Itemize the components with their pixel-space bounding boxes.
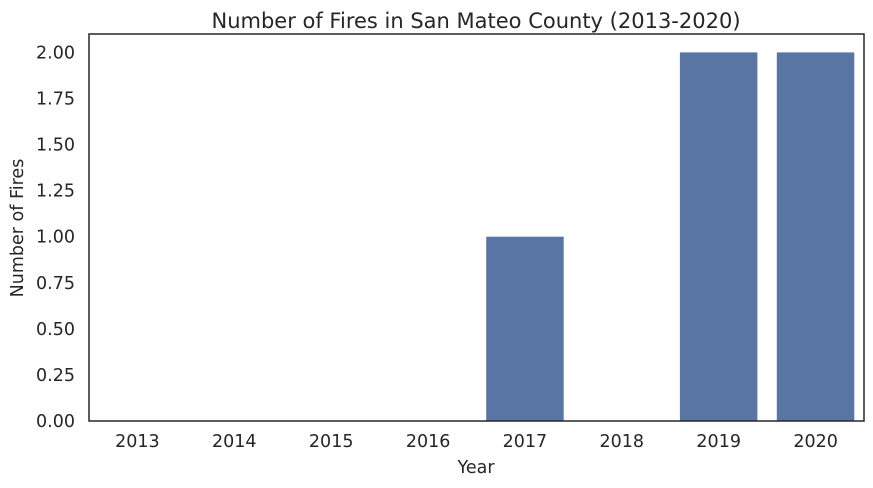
x-tick-label: 2014 — [212, 432, 257, 452]
y-tick-label: 1.75 — [36, 90, 75, 110]
bar-2017 — [486, 236, 564, 421]
y-tick-label: 0.50 — [36, 320, 75, 340]
x-axis-label: Year — [456, 458, 495, 478]
bars-group — [486, 52, 855, 422]
y-tick-label: 1.25 — [36, 182, 75, 202]
y-axis: 0.00 0.25 0.50 0.75 1.00 1.25 1.50 1.75 2.00 — [36, 43, 75, 432]
x-axis: 2013 2014 2015 2016 2017 2018 2019 2020 — [115, 432, 838, 452]
chart-title: Number of Fires in San Mateo County (201… — [211, 9, 740, 33]
y-tick-label: 0.00 — [36, 412, 75, 432]
y-tick-label: 2.00 — [36, 43, 75, 63]
x-tick-label: 2015 — [309, 432, 354, 452]
x-tick-label: 2020 — [793, 432, 838, 452]
y-tick-label: 1.50 — [36, 136, 75, 156]
y-tick-label: 0.25 — [36, 366, 75, 386]
y-axis-label: Number of Fires — [8, 159, 28, 298]
x-tick-label: 2017 — [503, 432, 548, 452]
x-tick-label: 2016 — [406, 432, 451, 452]
y-tick-label: 0.75 — [36, 274, 75, 294]
bar-2019 — [679, 52, 758, 422]
plot-frame — [88, 33, 865, 422]
x-tick-label: 2018 — [600, 432, 645, 452]
x-tick-label: 2013 — [115, 432, 160, 452]
y-tick-label: 1.00 — [36, 228, 75, 248]
bar-2020 — [776, 52, 855, 422]
x-tick-label: 2019 — [696, 432, 741, 452]
